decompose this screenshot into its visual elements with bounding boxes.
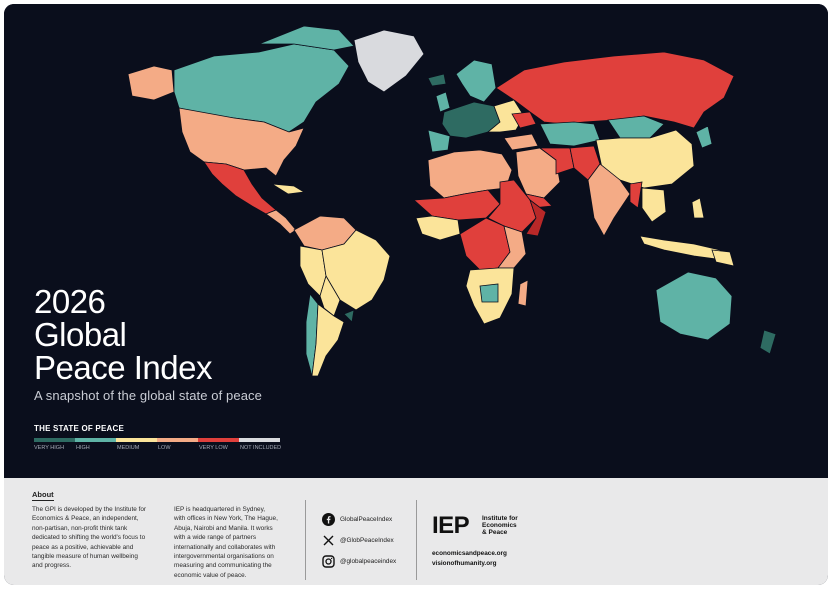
about-text-col2: IEP is headquartered in Sydney, with off…: [174, 505, 298, 580]
about-text-col1: The GPI is developed by the Institute fo…: [32, 505, 170, 571]
region-uk-ireland: [435, 91, 451, 113]
region-indonesia: [639, 235, 725, 261]
region-mongolia: [607, 115, 665, 139]
region-greenland: [353, 29, 425, 93]
iep-logo-text: Institute for Economics & Peace: [482, 515, 542, 536]
region-madagascar: [517, 279, 529, 307]
region-uruguay: [343, 309, 355, 323]
about-line: Economics & Peace, an independent,: [32, 515, 139, 523]
region-new-zealand: [759, 329, 777, 355]
footer-divider: [416, 500, 417, 580]
about-line: measuring and communicating the: [174, 562, 272, 570]
legend-label-very-low: VERY LOW: [199, 445, 228, 451]
legend-label-very-high: VERY HIGH: [34, 445, 65, 451]
about-line: The GPI is developed by the Institute fo…: [32, 506, 147, 513]
iep-logo-line: & Peace: [482, 529, 508, 536]
legend-swatch-very-high: [34, 438, 75, 442]
gpi-poster: 2026 Global Peace Index A snapshot of th…: [4, 4, 828, 585]
url-economicsandpeace[interactable]: economicsandpeace.org: [432, 550, 507, 557]
region-central-america: [265, 209, 297, 235]
title-line-2: Global: [34, 316, 127, 353]
about-heading: About: [32, 490, 54, 501]
region-korea-japan: [695, 125, 713, 149]
legend-swatch-high: [75, 438, 116, 442]
region-myanmar: [629, 181, 643, 209]
region-scandinavia: [455, 59, 497, 103]
facebook-icon: [321, 512, 335, 526]
legend-label-medium: MEDIUM: [117, 445, 140, 451]
legend-swatch-medium: [116, 438, 157, 442]
region-caribbean: [271, 183, 306, 195]
region-india: [587, 163, 631, 237]
legend-swatch-very-low: [198, 438, 239, 442]
world-map-graphic: [127, 25, 777, 377]
about-line: economic value of peace.: [174, 571, 247, 579]
about-line: Abuja, Nairobi and Manila. It works: [174, 524, 273, 532]
social-x-handle: @GlobPeaceIndex: [340, 536, 394, 544]
about-line: IEP is headquartered in Sydney,: [174, 506, 266, 513]
world-map: 2026 Global Peace Index A snapshot of th…: [4, 4, 828, 478]
about-line: internationally and collaborates with: [174, 543, 276, 551]
about-line: non-partisan, non-profit think tank: [32, 524, 128, 532]
region-kazakhstan: [539, 121, 601, 147]
iep-logo-line: Institute for: [482, 515, 518, 522]
region-iceland: [427, 73, 447, 87]
social-facebook-handle: GlobalPeaceIndex: [340, 515, 393, 523]
iep-logo-mark: IEP: [432, 512, 470, 539]
region-west-africa: [415, 215, 461, 241]
poster-subtitle: A snapshot of the global state of peace: [34, 388, 262, 403]
iep-logo-line: Economics: [482, 522, 517, 529]
region-eastern-europe: [486, 99, 525, 133]
legend-label-high: HIGH: [76, 445, 90, 451]
x-icon: [321, 533, 335, 547]
social-instagram-handle: @globalpeaceindex: [340, 557, 397, 565]
url-visionofhumanity[interactable]: visionofhumanity.org: [432, 559, 497, 567]
legend-labels: VERY HIGH HIGH MEDIUM LOW VERY LOW NOT I…: [34, 445, 294, 455]
about-line: and progress.: [32, 562, 72, 570]
about-line: peace as a positive, achievable and: [32, 543, 134, 551]
region-iberia: [427, 129, 451, 153]
legend-swatch-low: [157, 438, 198, 442]
iep-urls: economicsandpeace.org visionofhumanity.o…: [432, 549, 507, 568]
region-botswana: [479, 283, 499, 303]
region-ukraine: [511, 111, 537, 129]
region-western-europe: [441, 101, 501, 139]
footer-divider: [305, 500, 306, 580]
region-philippines: [691, 197, 705, 219]
legend-title: THE STATE OF PEACE: [34, 424, 124, 433]
poster-title: 2026 Global Peace Index: [34, 285, 212, 384]
region-russia: [495, 51, 735, 129]
title-line-3: Peace Index: [34, 349, 212, 386]
region-southeast-asia: [641, 187, 667, 223]
about-line: with offices in New York, The Hague,: [174, 515, 278, 523]
footer: About The GPI is developed by the Instit…: [4, 478, 828, 585]
about-line: tangible measure of human wellbeing: [32, 553, 138, 561]
about-line: intergovernmental organisations on: [174, 553, 274, 561]
social-x[interactable]: @GlobPeaceIndex: [321, 533, 394, 547]
region-australia: [655, 271, 733, 341]
legend-swatch-not-included: [239, 438, 280, 442]
title-year: 2026: [34, 283, 106, 320]
region-turkey: [503, 133, 539, 151]
legend-label-not-included: NOT INCLUDED: [240, 445, 282, 451]
region-north-africa: [427, 149, 513, 199]
instagram-icon: [321, 554, 335, 568]
social-instagram[interactable]: @globalpeaceindex: [321, 554, 396, 568]
region-arctic-islands: [258, 25, 355, 51]
legend-label-low: LOW: [158, 445, 171, 451]
about-line: with a wide range of partners: [174, 534, 257, 542]
region-somalia: [525, 198, 547, 237]
legend-color-bar: [34, 438, 280, 442]
region-mexico: [203, 161, 277, 215]
about-line: dedicated to shifting the world's focus …: [32, 534, 146, 542]
social-facebook[interactable]: GlobalPeaceIndex: [321, 512, 392, 526]
region-iran: [538, 147, 575, 175]
region-papua: [711, 249, 735, 267]
region-bolivia-paraguay: [319, 275, 341, 317]
region-argentina: [311, 303, 345, 377]
region-alaska: [127, 65, 175, 101]
region-usa: [178, 107, 305, 177]
